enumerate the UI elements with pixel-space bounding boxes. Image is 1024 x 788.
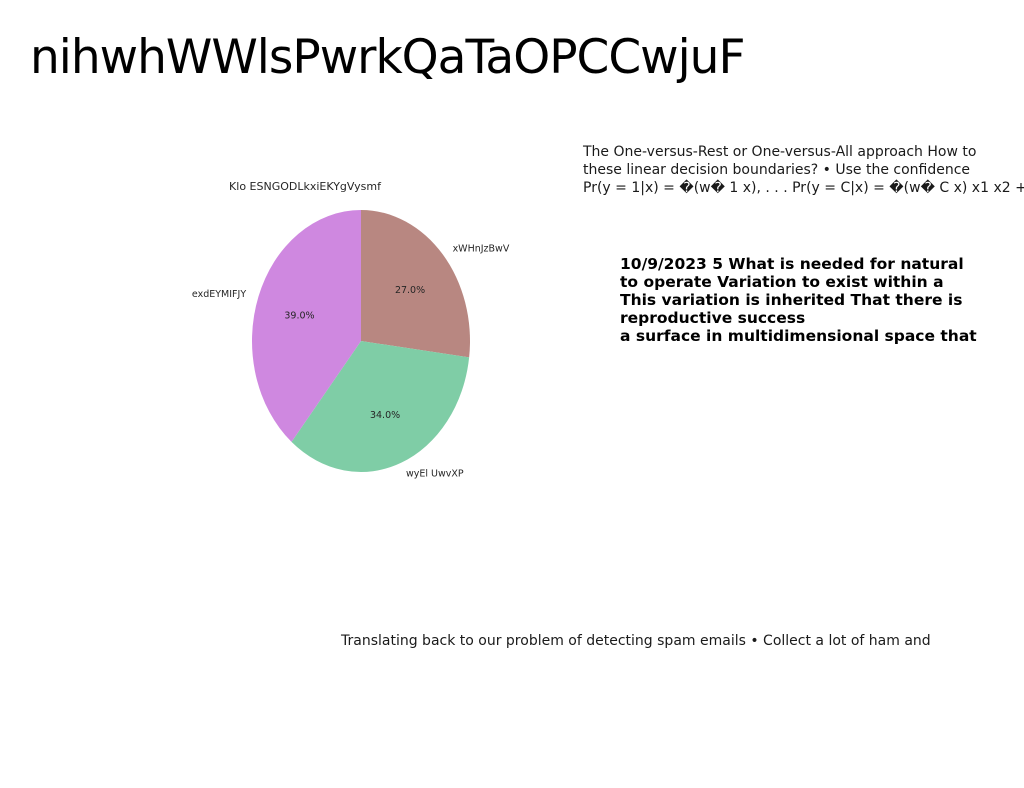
slide-title: nihwhWWlsPwrkQaTaOPCCwjuF bbox=[30, 30, 745, 85]
chart-title: Klo ESNGODLkxiEKYgVysmf bbox=[229, 180, 382, 193]
text-line: 10/9/2023 5 What is needed for natural bbox=[620, 255, 964, 273]
pie-chart-svg: Klo ESNGODLkxiEKYgVysmf 27.0% xWHnJzBwV 34… bbox=[192, 180, 510, 480]
text-block-bottom: Translating back to our problem of detec… bbox=[341, 633, 931, 649]
pie-category-label: xWHnJzBwV bbox=[453, 243, 510, 254]
pie-chart: Klo ESNGODLkxiEKYgVysmf 27.0% xWHnJzBwV 34… bbox=[170, 170, 550, 490]
text-line: Pr(y = 1|x) = �(w� 1 x), . . . Pr(y = C|… bbox=[583, 180, 1024, 196]
pie-category-label: wyEl UwvXP bbox=[406, 469, 464, 480]
text-line: to operate Variation to exist within a bbox=[620, 273, 944, 291]
pie-category-label: exdEYMIFJY bbox=[192, 289, 246, 300]
text-block-top: The One-versus-Rest or One-versus-All ap… bbox=[583, 143, 1024, 197]
text-line: The One-versus-Rest or One-versus-All ap… bbox=[583, 144, 977, 160]
pie-percent-label: 39.0% bbox=[284, 310, 314, 321]
pie-labels: 27.0% xWHnJzBwV 34.0% wyEl UwvXP 39.0% exdEYM… bbox=[192, 243, 510, 479]
pie-slice bbox=[251, 210, 361, 442]
text-line: a surface in multidimensional space that bbox=[620, 327, 977, 345]
text-line: these linear decision boundaries? • Use … bbox=[583, 162, 971, 178]
text-line: This variation is inherited That there i… bbox=[620, 291, 963, 309]
text-block-bold: 10/9/2023 5 What is needed for natural t… bbox=[620, 255, 1010, 345]
text-line: reproductive success bbox=[620, 309, 806, 327]
pie-slice bbox=[361, 210, 470, 358]
pie-percent-label: 27.0% bbox=[395, 285, 425, 296]
pie-percent-label: 34.0% bbox=[370, 410, 400, 421]
pie-slice bbox=[291, 341, 470, 472]
pie-slices bbox=[251, 210, 470, 472]
